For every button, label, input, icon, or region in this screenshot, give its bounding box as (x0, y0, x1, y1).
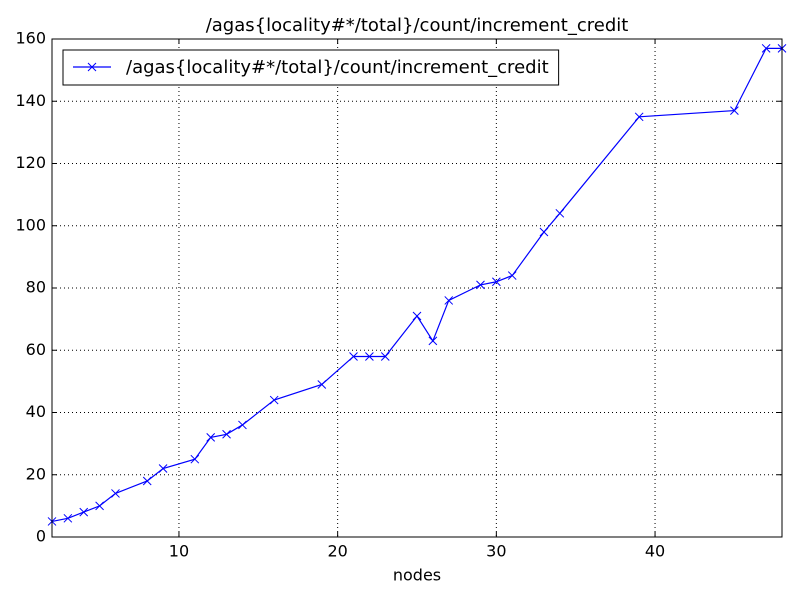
y-tick-label: 100 (15, 215, 46, 234)
point-marker (761, 43, 771, 53)
x-tick-label: 10 (169, 542, 189, 561)
point-marker (539, 227, 549, 237)
point-marker (111, 489, 120, 498)
point-marker (555, 208, 565, 218)
point-marker (190, 454, 200, 464)
point-marker (507, 271, 517, 280)
y-tick-label: 160 (15, 29, 46, 48)
legend-marker (87, 62, 97, 72)
y-tick-label: 0 (36, 527, 46, 546)
point-marker (142, 476, 152, 486)
point-marker (349, 352, 358, 361)
point-marker (222, 429, 231, 439)
legend-box (62, 49, 560, 86)
point-marker (491, 277, 501, 287)
point-marker (238, 420, 247, 430)
point-marker (365, 352, 374, 361)
point-marker (63, 513, 73, 523)
y-tick-label: 40 (26, 402, 46, 421)
x-tick-label: 30 (486, 542, 506, 561)
point-marker (79, 507, 89, 517)
chart-title: /agas{locality#*/total}/count/increment_… (206, 15, 629, 36)
x-axis-label: nodes (393, 566, 441, 585)
point-marker (269, 395, 279, 405)
point-marker (476, 280, 485, 290)
point-marker (634, 112, 644, 122)
point-marker (380, 352, 390, 361)
y-tick-label: 20 (26, 464, 46, 483)
point-marker (730, 106, 739, 115)
y-tick-label: 60 (26, 340, 46, 359)
y-tick-label: 140 (15, 91, 46, 110)
plot-frame (51, 38, 783, 538)
point-marker (444, 296, 454, 305)
x-tick-label: 40 (645, 542, 665, 561)
y-tick-label: 120 (15, 153, 46, 172)
point-marker (158, 464, 168, 473)
point-marker (95, 501, 104, 511)
point-marker (428, 336, 438, 346)
series-line (51, 47, 782, 523)
point-marker (412, 311, 422, 321)
legend-label: /agas{locality#*/total}/count/increment_… (126, 57, 549, 78)
point-marker (317, 380, 327, 389)
x-tick-label: 20 (327, 542, 347, 561)
y-tick-label: 80 (26, 278, 46, 297)
point-marker (206, 433, 216, 442)
